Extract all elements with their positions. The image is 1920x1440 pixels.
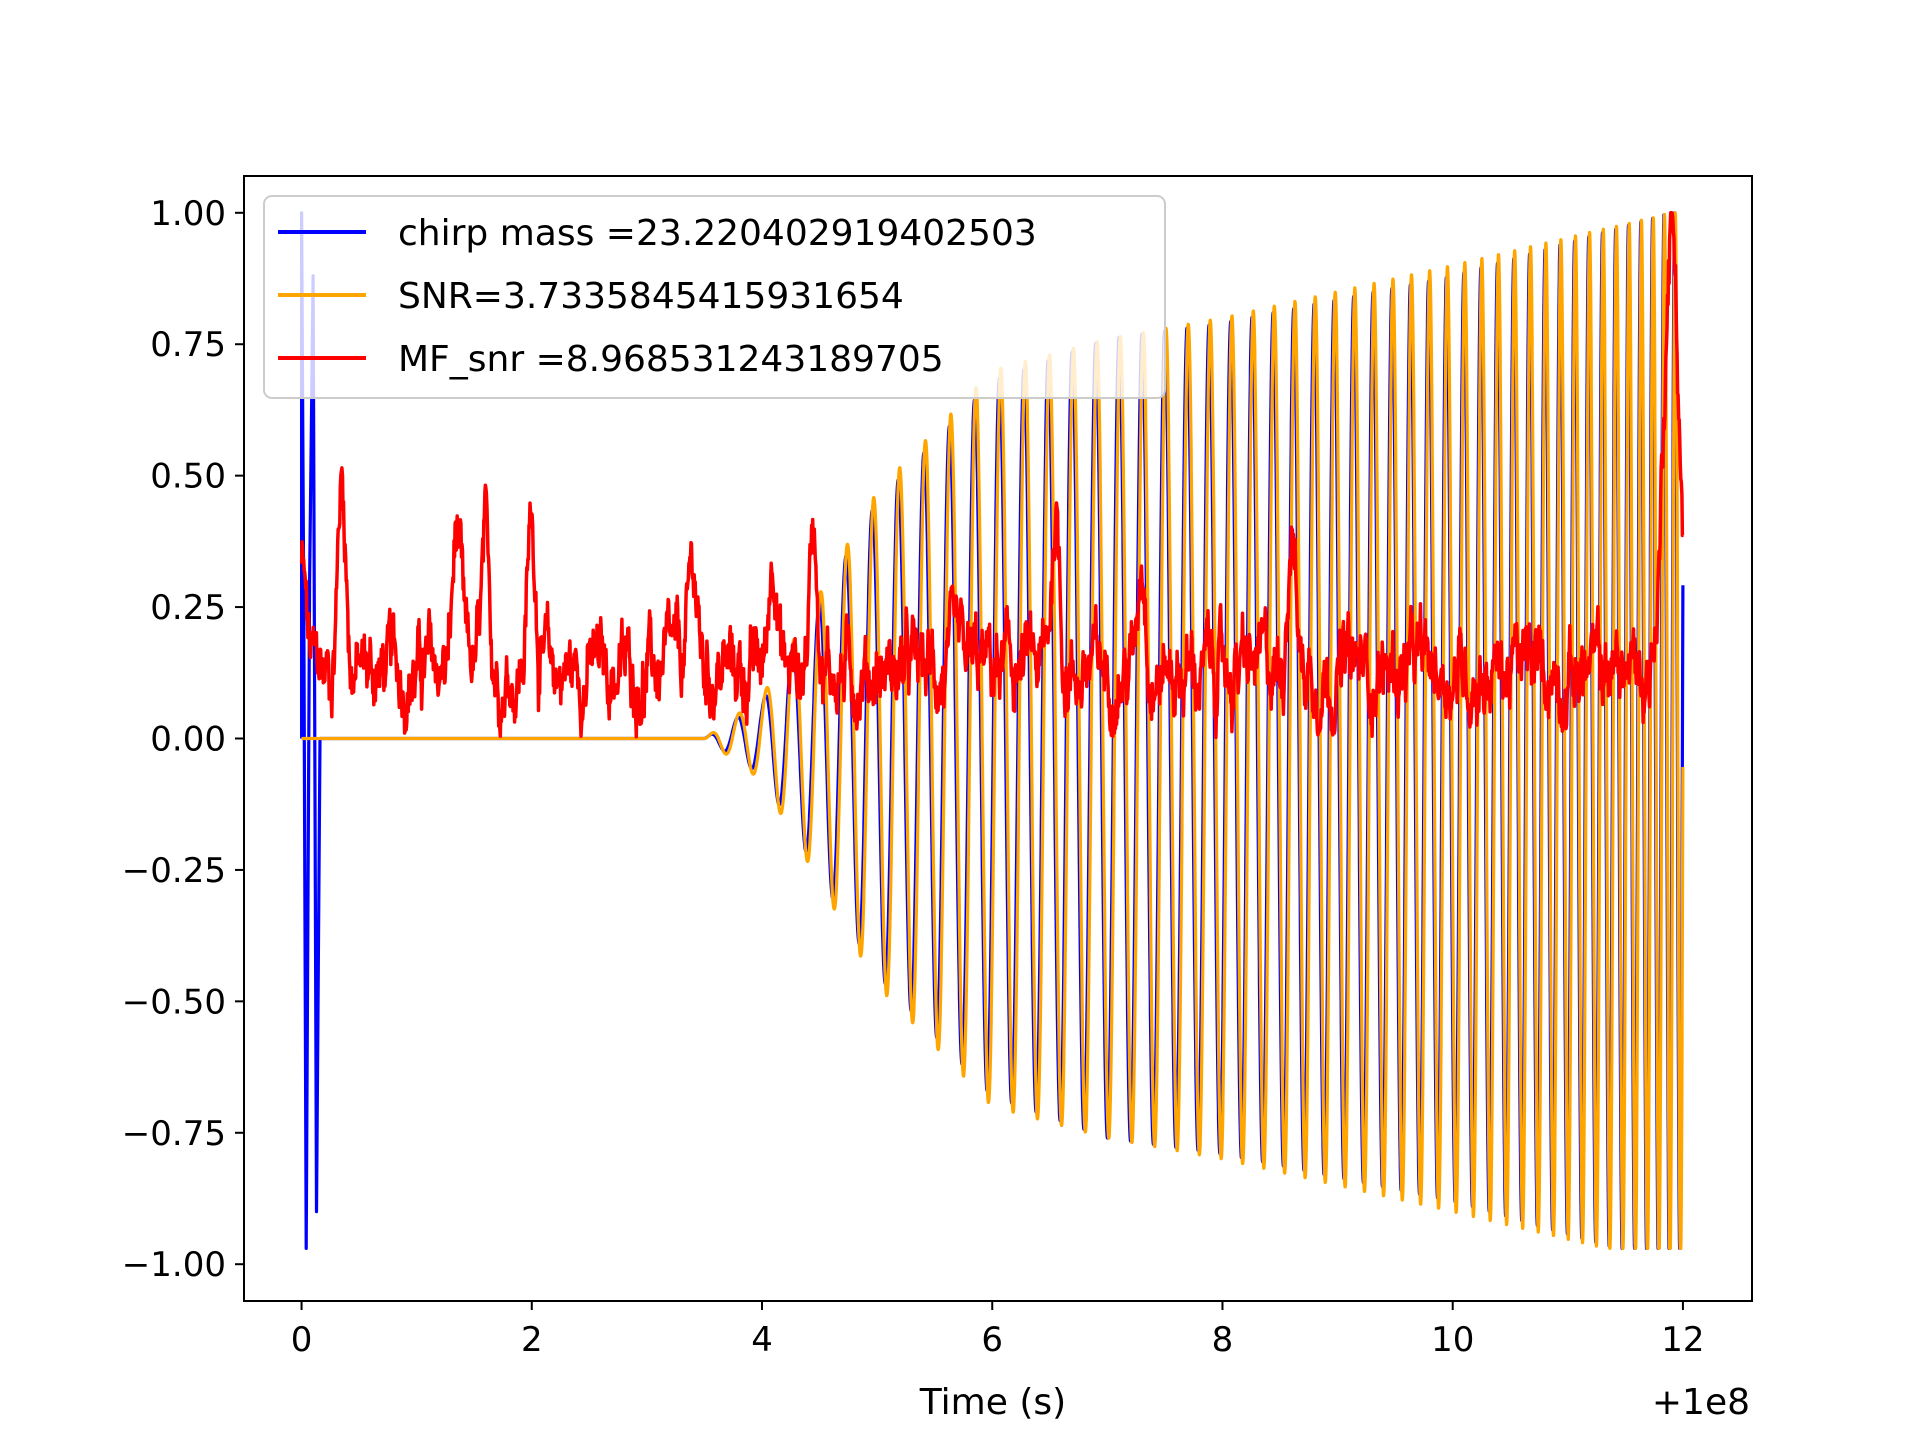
y-tick-label: 0.25 [150,588,226,628]
series-line-3 [299,211,1685,740]
x-tick-label: 0 [291,1320,313,1360]
x-tick-label: 8 [1212,1320,1234,1360]
y-tick-label: −1.00 [122,1245,226,1285]
legend-label-1: chirp mass =23.220402919402503 [398,213,1037,254]
y-tick-label: −0.25 [122,851,226,891]
y-axis: 1.00 0.75 0.50 0.25 0.00 −0.25 −0.50 −0.75 −1.00 [122,194,244,1285]
y-tick-label: 0.75 [150,325,226,365]
legend: chirp mass =23.220402919402503 SNR=3.7335… [263,195,1166,399]
legend-label-2: SNR=3.7335845415931654 [398,276,904,317]
y-tick-label: 1.00 [150,194,226,234]
x-tick-label: 4 [751,1320,773,1360]
y-tick-label: 0.50 [150,457,226,497]
y-tick-label: −0.75 [122,1114,226,1154]
legend-box [263,195,1166,399]
x-offset-label: +1e8 [1652,1382,1750,1423]
x-tick-label: 6 [981,1320,1003,1360]
x-axis: 0 2 4 6 8 10 12 [291,1301,1705,1360]
x-tick-label: 10 [1431,1320,1474,1360]
x-tick-label: 2 [521,1320,543,1360]
y-tick-label: −0.50 [122,982,226,1022]
x-axis-label: Time (s) [919,1382,1066,1423]
series-layer [299,211,1685,1250]
series-line-2 [301,211,1685,1250]
y-tick-label: 0.00 [150,720,226,760]
legend-label-3: MF_snr =8.968531243189705 [398,339,944,380]
x-tick-label: 12 [1661,1320,1704,1360]
